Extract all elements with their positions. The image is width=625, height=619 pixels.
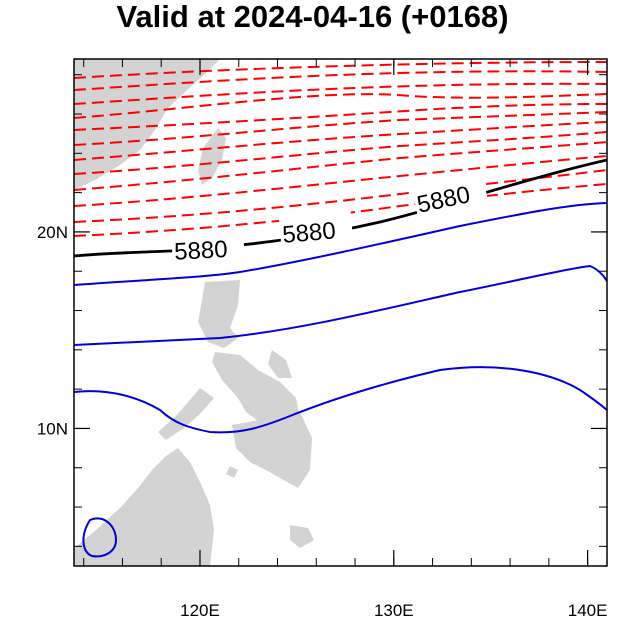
land-islands: [226, 448, 292, 478]
contour-labels: 5880 5880 5880: [171, 172, 489, 266]
map-title: Valid at 2024-04-16 (+0168): [116, 0, 509, 34]
land-samar: [268, 350, 292, 378]
land-borneo: [74, 448, 214, 566]
contour-label-1: 5880: [174, 236, 229, 266]
land-layer: [74, 59, 314, 566]
land-mindanao: [232, 412, 312, 488]
contours-below-reference: [74, 202, 607, 558]
x-tick-label: 130E: [374, 601, 414, 619]
land-taiwan: [198, 128, 226, 185]
land-sulawesi: [290, 525, 314, 548]
contours-above-reference: [74, 61, 607, 237]
land-luzon: [198, 280, 240, 348]
map-frame: [73, 58, 608, 567]
y-tick-label: 10N: [37, 419, 68, 438]
y-tick-label: 20N: [37, 223, 68, 242]
x-tick-label: 140E: [568, 601, 608, 619]
x-tick-label: 120E: [180, 601, 220, 619]
contour-layer: [74, 61, 607, 558]
contour-label-2: 5880: [281, 217, 337, 249]
map-axes: 120E 130E 140E 10N 20N: [37, 59, 608, 619]
land-visayas: [212, 352, 300, 430]
land-palawan: [158, 388, 214, 440]
